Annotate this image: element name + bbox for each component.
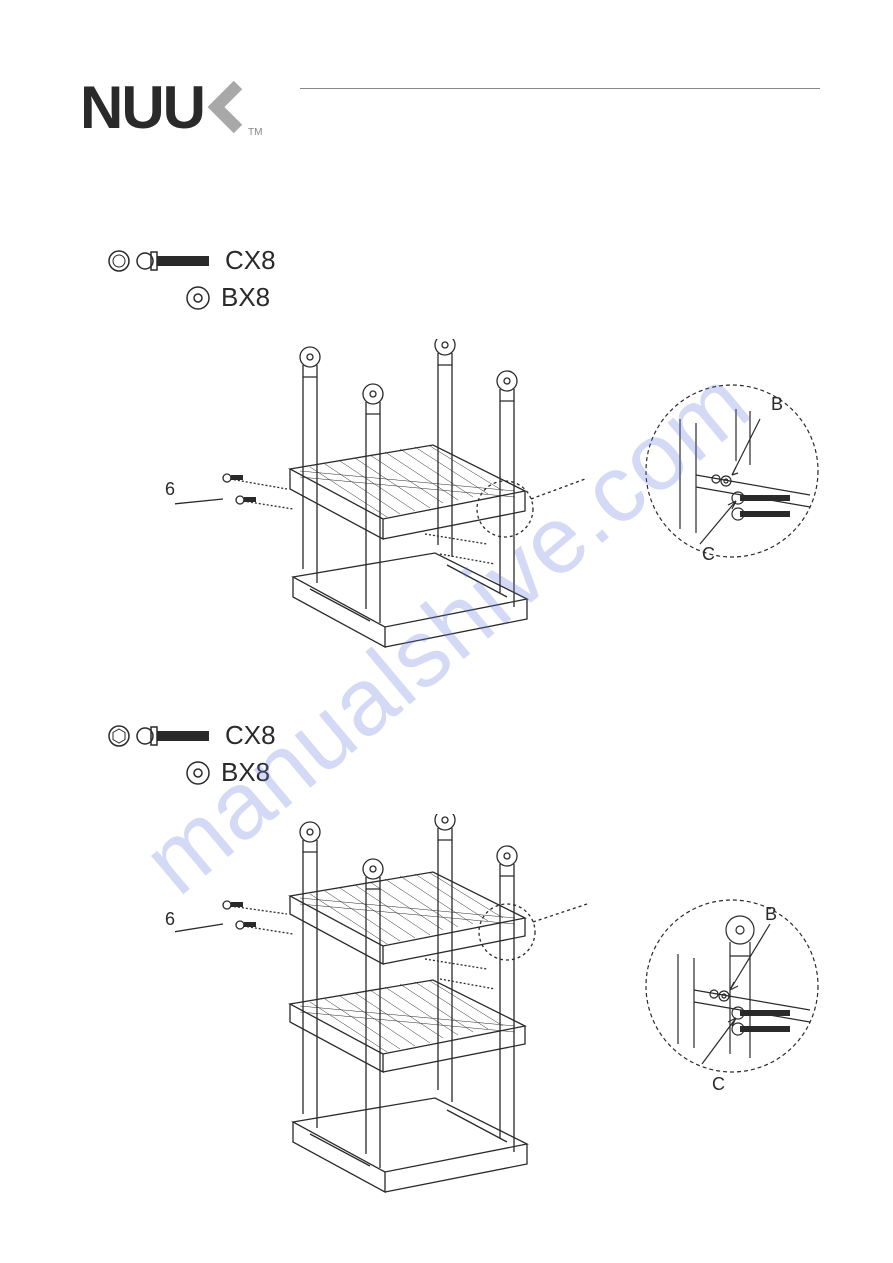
hardware-row-bolt: CX8 bbox=[107, 245, 815, 276]
hardware-row-washer: BX8 bbox=[185, 282, 815, 313]
header-divider bbox=[300, 88, 820, 89]
washer-icon bbox=[107, 724, 131, 748]
hardware-label-bx8: BX8 bbox=[221, 757, 270, 788]
diagram-step-2: 6 B C bbox=[95, 794, 815, 1214]
assembly-step-1: CX8 BX8 6 B C bbox=[95, 245, 815, 665]
callout-part-6: 6 bbox=[165, 909, 175, 930]
callout-part-6: 6 bbox=[165, 479, 175, 500]
bolt-icon bbox=[135, 724, 215, 748]
assembly-step-2: CX8 BX8 6 B C bbox=[95, 720, 815, 1190]
logo-trademark: TM bbox=[248, 127, 262, 138]
page-container: NUU TM manualshive.com CX8 bbox=[0, 0, 893, 1263]
hardware-label-cx8: CX8 bbox=[225, 245, 276, 276]
hardware-row-washer: BX8 bbox=[185, 757, 815, 788]
logo-text: NUU bbox=[80, 78, 204, 138]
cart-diagram-1 bbox=[175, 339, 595, 679]
washer-icon bbox=[185, 760, 211, 786]
washer-icon bbox=[107, 249, 131, 273]
detail-circle-1 bbox=[640, 379, 825, 564]
bolt-icon bbox=[135, 249, 215, 273]
hardware-label-cx8: CX8 bbox=[225, 720, 276, 751]
hardware-label-bx8: BX8 bbox=[221, 282, 270, 313]
washer-icon bbox=[185, 285, 211, 311]
cart-diagram-2 bbox=[175, 814, 595, 1214]
hardware-row-bolt: CX8 bbox=[107, 720, 815, 751]
detail-circle-2 bbox=[640, 894, 825, 1079]
brand-logo: NUU TM bbox=[80, 78, 262, 138]
logo-chevron-icon bbox=[206, 81, 246, 138]
diagram-step-1: 6 B C bbox=[95, 319, 815, 699]
